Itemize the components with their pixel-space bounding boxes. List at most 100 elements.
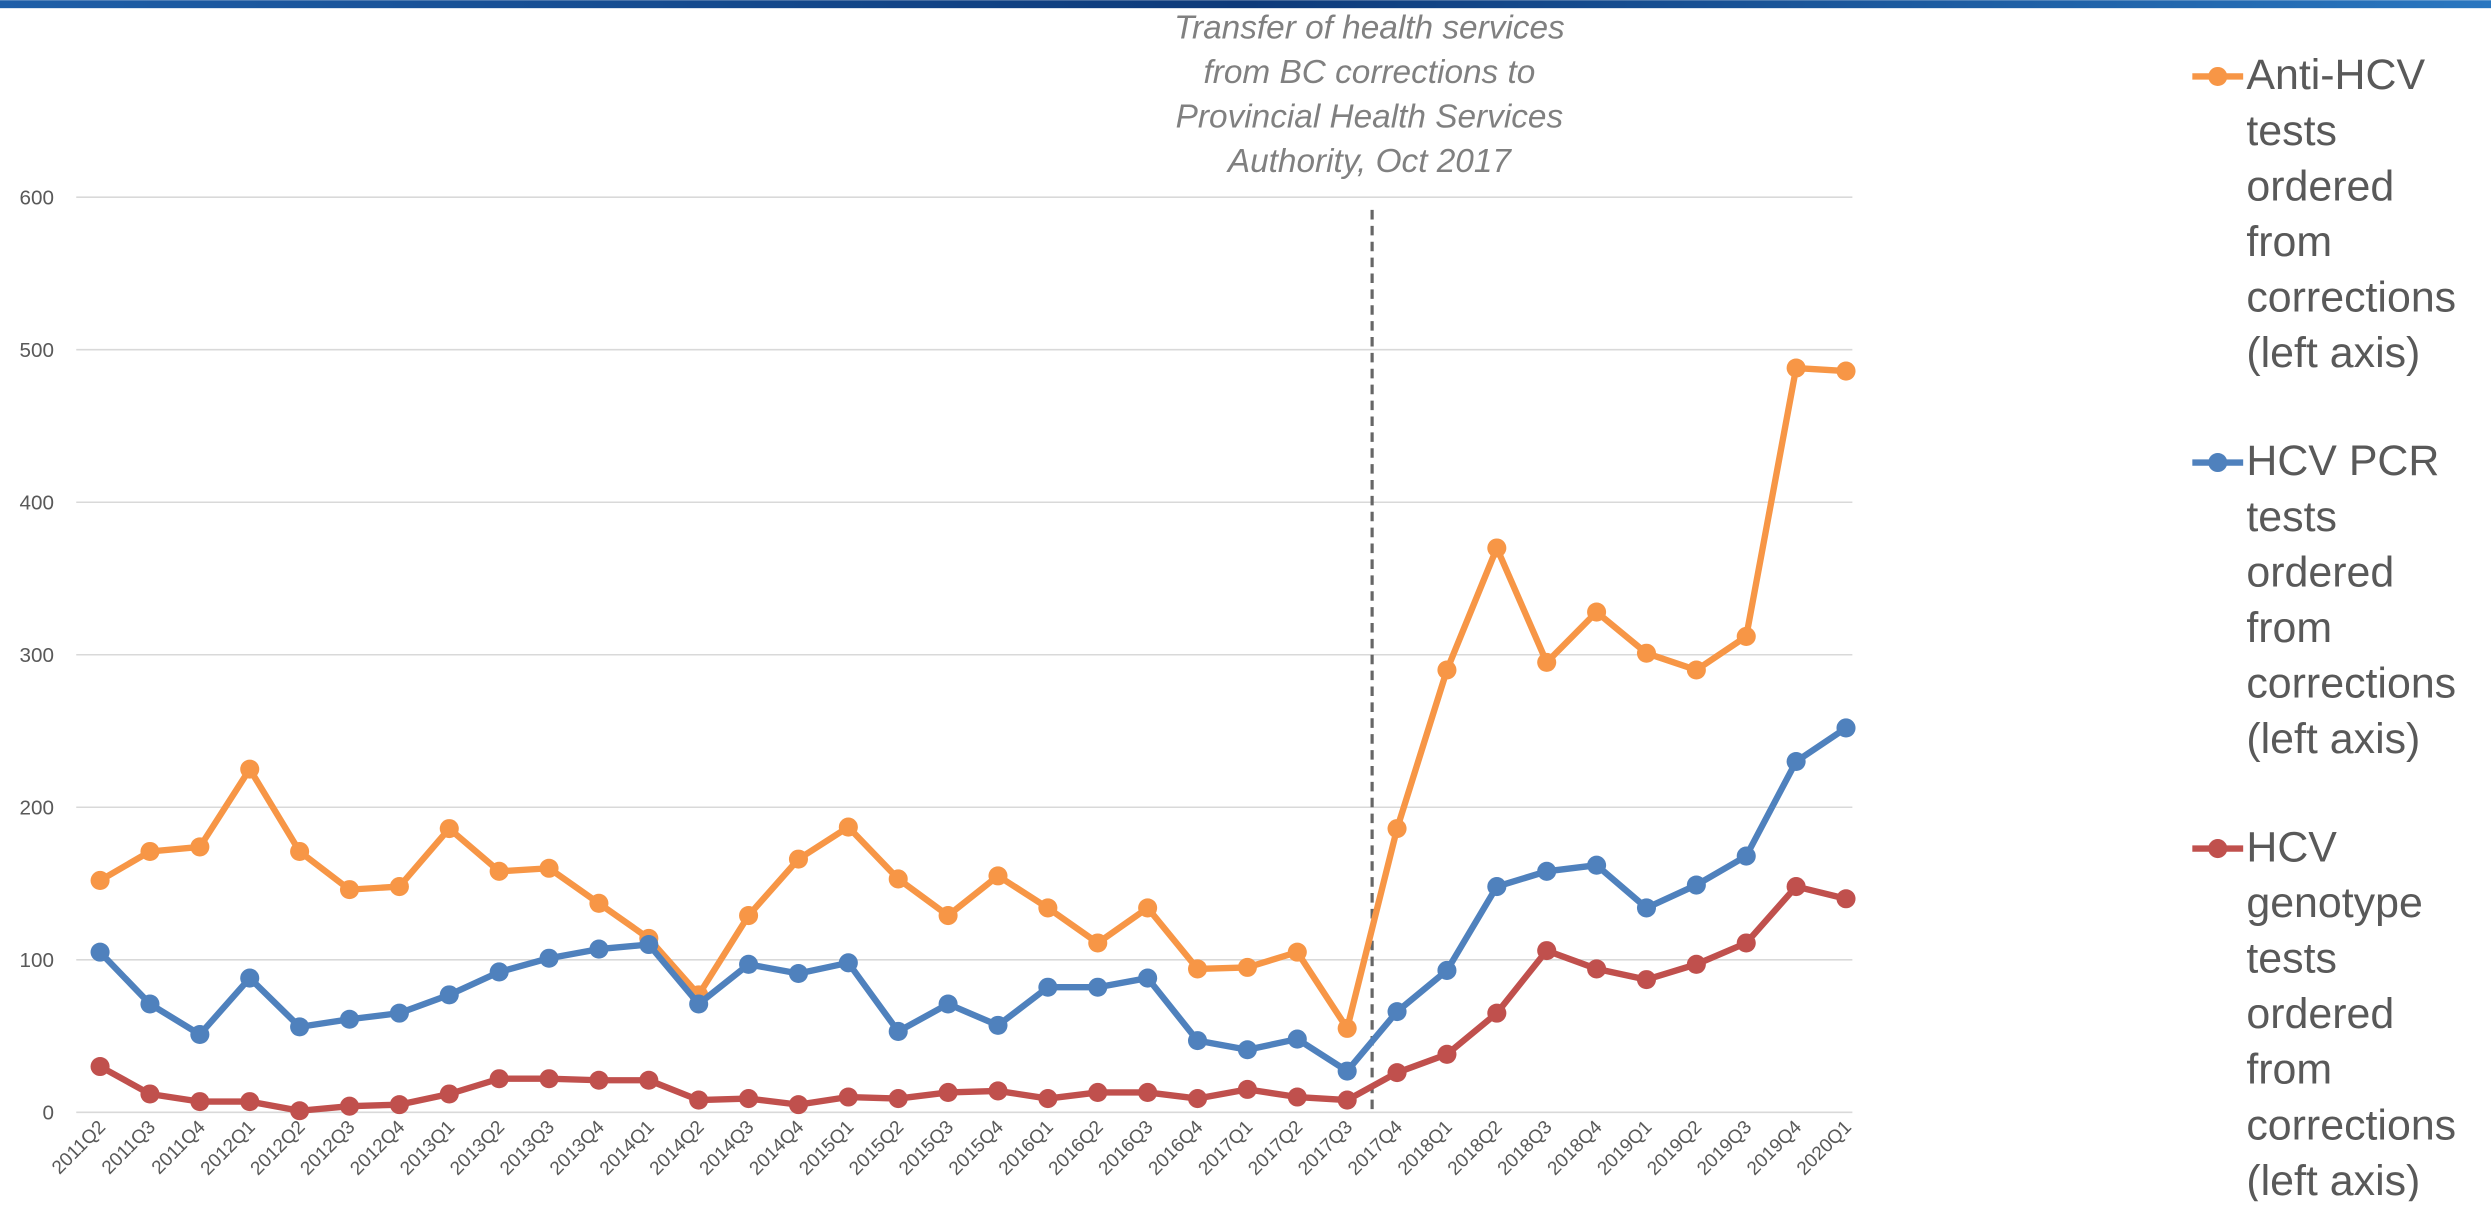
data-point — [988, 1081, 1008, 1101]
data-point — [1337, 1090, 1357, 1110]
x-tick-label: 2014Q4 — [746, 1117, 809, 1180]
series-line — [98, 364, 1847, 1032]
data-point — [1038, 898, 1058, 918]
data-point — [1736, 626, 1756, 646]
y-tick-label: 500 — [20, 339, 54, 362]
data-point — [389, 1095, 409, 1115]
data-point — [1736, 846, 1756, 866]
x-tick-label: 2012Q3 — [297, 1117, 360, 1180]
data-point — [1387, 1063, 1407, 1083]
data-point — [1287, 1029, 1307, 1049]
data-point — [938, 1082, 958, 1102]
data-point — [290, 1017, 310, 1037]
data-point — [888, 869, 908, 889]
x-tick-label: 2013Q3 — [496, 1117, 559, 1180]
data-point — [90, 870, 110, 890]
data-point — [1237, 1040, 1257, 1060]
data-point — [1437, 660, 1457, 680]
legend-entry: Anti-HCV tests ordered from corrections … — [2246, 51, 2456, 377]
data-point — [788, 1095, 808, 1115]
x-tick-label: 2016Q4 — [1145, 1117, 1208, 1180]
data-point — [1187, 959, 1208, 979]
x-tick-label: 2019Q1 — [1594, 1117, 1657, 1180]
data-point — [90, 1056, 110, 1077]
data-point — [938, 994, 958, 1014]
data-point — [1537, 861, 1557, 881]
data-point — [1038, 1089, 1058, 1109]
data-point — [1088, 977, 1108, 997]
data-point — [1786, 751, 1806, 772]
x-tick-label: 2012Q1 — [197, 1117, 260, 1180]
x-tick-label: 2015Q4 — [945, 1117, 1008, 1180]
x-tick-label: 2015Q1 — [795, 1117, 858, 1180]
y-tick-label: 600 — [20, 186, 54, 209]
x-tick-label: 2015Q3 — [895, 1117, 958, 1180]
data-point — [1337, 1018, 1357, 1038]
x-tick-label: 2017Q3 — [1294, 1117, 1357, 1180]
x-tick-label: 2018Q4 — [1544, 1117, 1607, 1180]
legend-marker — [2208, 66, 2228, 87]
x-tick-label: 2018Q1 — [1394, 1117, 1457, 1180]
data-point — [439, 1084, 459, 1104]
data-point — [1487, 877, 1507, 897]
data-point — [489, 861, 509, 881]
data-point — [689, 994, 709, 1014]
annotation: Transfer of health services from BC corr… — [1174, 9, 1565, 180]
data-point — [988, 1015, 1008, 1035]
data-point — [589, 1070, 609, 1090]
y-tick-label: 300 — [20, 644, 54, 667]
data-point — [339, 1096, 360, 1116]
data-point — [1587, 602, 1607, 622]
data-point — [1487, 538, 1507, 558]
x-tick-label: 2019Q4 — [1743, 1117, 1806, 1180]
data-point — [739, 1089, 759, 1109]
x-tick-label: 2014Q2 — [646, 1117, 709, 1180]
series-line — [98, 883, 1847, 1114]
x-tick-label: 2020Q1 — [1793, 1117, 1856, 1180]
data-point — [140, 1084, 160, 1104]
data-point — [838, 1087, 858, 1107]
legend-label: HCV PCR tests ordered from corrections (… — [2246, 437, 2457, 763]
data-point — [1487, 1003, 1507, 1023]
x-tick-label: 2013Q2 — [446, 1117, 509, 1180]
data-point — [389, 877, 409, 897]
x-tick-label: 2017Q2 — [1244, 1117, 1307, 1180]
x-tick-label: 2018Q2 — [1444, 1117, 1507, 1180]
data-point — [290, 841, 310, 862]
data-point — [838, 817, 858, 837]
data-point — [240, 968, 260, 988]
data-point — [1537, 941, 1557, 961]
x-tick-label: 2017Q1 — [1195, 1117, 1258, 1180]
data-point — [1138, 898, 1158, 918]
x-tick-label: 2013Q1 — [396, 1117, 459, 1180]
data-point — [739, 906, 759, 926]
x-tick-label: 2018Q3 — [1494, 1117, 1557, 1180]
data-point — [439, 819, 459, 839]
data-point — [1636, 970, 1657, 990]
data-point — [1636, 898, 1657, 918]
x-tick-label: 2011Q3 — [98, 1117, 160, 1179]
x-tick-label: 2016Q2 — [1045, 1117, 1108, 1180]
data-point — [1686, 660, 1706, 680]
data-point — [489, 1069, 509, 1089]
data-point — [639, 934, 659, 955]
data-point — [1736, 933, 1756, 953]
x-tick-label: 2015Q2 — [845, 1117, 908, 1180]
data-point — [589, 939, 609, 959]
data-point — [1786, 358, 1806, 378]
x-tick-label: 2016Q1 — [995, 1117, 1058, 1180]
data-point — [788, 963, 808, 984]
data-point — [888, 1089, 908, 1109]
data-point — [1187, 1031, 1208, 1051]
data-point — [1836, 889, 1856, 909]
data-point — [1836, 718, 1856, 738]
data-point — [240, 759, 260, 779]
legend-label: HCV genotype tests ordered from correcti… — [2246, 823, 2457, 1202]
data-point — [589, 893, 609, 913]
data-point — [1786, 877, 1806, 897]
legend: Anti-HCV tests ordered from corrections … — [2192, 51, 2457, 1202]
data-point — [539, 858, 559, 878]
data-point — [1437, 1044, 1457, 1064]
